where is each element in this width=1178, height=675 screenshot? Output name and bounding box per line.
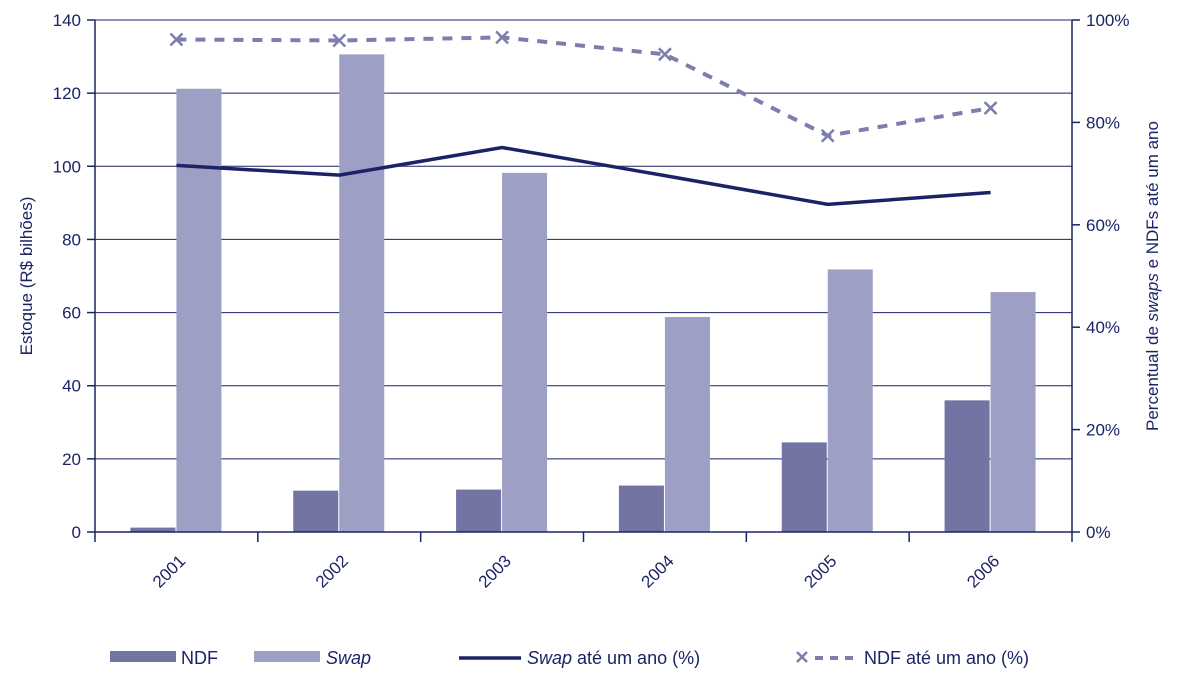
x-tick-label: 2002 [312,551,352,591]
ndf-bar [293,490,339,532]
swap-bar [339,54,385,533]
x-tick-label: 2001 [149,551,189,591]
y-tick-label-left: 20 [62,450,81,469]
legend-marker-ndf-ate-um-ano [796,651,808,663]
ndf_ate_um_ano-marker [332,33,347,48]
y-tick-label-left: 120 [53,84,81,103]
y-tick-label-right: 100% [1086,11,1129,30]
y-tick-label-left: 60 [62,304,81,323]
y-tick-label-left: 100 [53,157,81,176]
y-tick-label-right: 60% [1086,216,1120,235]
ndf_ate_um_ano-marker [983,101,998,115]
ndf_ate_um_ano-marker [658,47,672,62]
legend-label-swap: Swap [326,648,371,668]
legend-label-swap-ate-um-ano: Swap até um ano (%) [527,648,700,668]
swap-bar [990,292,1036,532]
legend-label-ndf-ate-um-ano: NDF até um ano (%) [864,648,1029,668]
y-tick-label-right: 0% [1086,523,1111,542]
swap-bar [827,269,873,532]
legend-label-ndf: NDF [181,648,218,668]
swap-bar [176,88,222,533]
ndf-bar [944,400,990,532]
lines [169,30,998,207]
legend: NDF Swap Swap até um ano (%) NDF até um ano… [110,648,1029,668]
ndf-bar [456,489,502,532]
swap-bar [502,172,548,532]
grid [95,19,1072,460]
ndf-bar [618,485,664,532]
x-tick-label: 2006 [963,551,1003,591]
y-tick-label-right: 40% [1086,318,1120,337]
x-tick-label: 2004 [638,551,678,591]
x-tick-label: 2005 [800,551,840,591]
y-axis-title-left: Estoque (R$ bilhões) [17,197,36,356]
ndf-bar [781,442,827,532]
y-axis-title-right: Percentual de swaps e NDFs até um ano [1143,121,1162,431]
y-tick-label-left: 140 [53,11,81,30]
ndf_ate_um_ano-marker [820,128,835,143]
x-tick-label: 2003 [475,551,515,591]
swap-bar [664,316,710,532]
legend-swatch-swap [254,651,320,662]
swap_ate_um_ano-line [176,145,991,207]
bars [130,54,1036,533]
legend-swatch-ndf [110,651,176,662]
y-tick-label-left: 0 [72,523,81,542]
y-tick-label-left: 40 [62,377,81,396]
y-tick-label-left: 80 [62,230,81,249]
ndf_ate_um_ano-marker [495,30,509,45]
ndf_ate_um_ano-line [176,35,991,138]
y-tick-label-right: 20% [1086,421,1120,440]
ndf-bar [130,527,176,532]
y-tick-label-right: 80% [1086,113,1120,132]
axes [87,19,1080,542]
ndf_ate_um_ano-marker [169,32,184,47]
